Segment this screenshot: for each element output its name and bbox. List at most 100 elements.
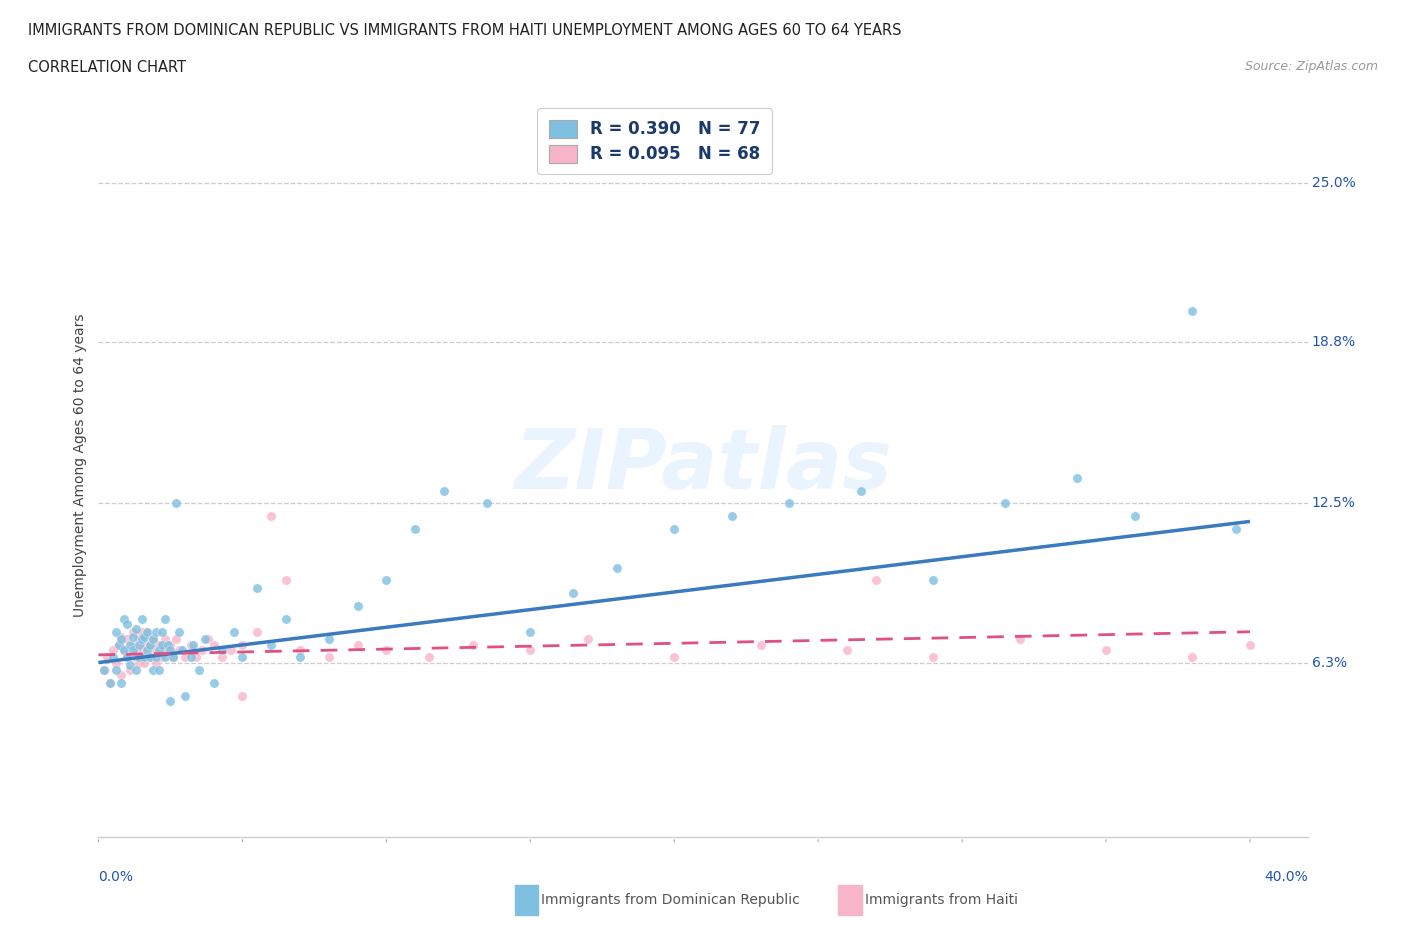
Point <box>98 675 121 690</box>
Point <box>145 650 167 665</box>
Point <box>122 637 145 652</box>
Point <box>112 612 135 627</box>
Text: 40.0%: 40.0% <box>1264 870 1308 884</box>
Point <box>778 496 800 511</box>
Text: 0.0%: 0.0% <box>98 870 134 884</box>
Point <box>461 637 484 652</box>
Point <box>96 650 118 665</box>
Point <box>128 632 150 647</box>
Point <box>125 663 148 678</box>
Point <box>145 643 167 658</box>
Point <box>136 624 159 639</box>
Point <box>153 650 176 665</box>
Point <box>418 650 440 665</box>
Point <box>165 632 187 647</box>
Point <box>159 643 181 658</box>
Point <box>101 650 124 665</box>
Text: ZIPatlas: ZIPatlas <box>515 424 891 506</box>
Point <box>835 643 858 658</box>
Point <box>318 650 340 665</box>
Point <box>128 655 150 670</box>
Point <box>865 573 887 588</box>
Point <box>125 650 148 665</box>
Point <box>173 688 195 703</box>
Point <box>180 650 202 665</box>
Point <box>142 632 165 647</box>
Text: Source: ZipAtlas.com: Source: ZipAtlas.com <box>1244 60 1378 73</box>
Text: CORRELATION CHART: CORRELATION CHART <box>28 60 186 75</box>
Point <box>134 637 156 652</box>
Point <box>104 663 127 678</box>
Point <box>173 650 195 665</box>
Point <box>115 650 138 665</box>
Point <box>142 663 165 678</box>
Point <box>994 496 1017 511</box>
Point <box>136 643 159 658</box>
Point <box>110 668 132 683</box>
Point <box>139 650 162 665</box>
Point <box>576 632 599 647</box>
Point <box>120 637 142 652</box>
Point <box>606 560 628 575</box>
Point <box>664 650 686 665</box>
Point <box>131 624 153 639</box>
Point <box>1123 509 1146 524</box>
Point <box>720 509 742 524</box>
Y-axis label: Unemployment Among Ages 60 to 64 years: Unemployment Among Ages 60 to 64 years <box>73 313 87 617</box>
Text: 25.0%: 25.0% <box>1312 176 1355 190</box>
Point <box>139 637 162 652</box>
Point <box>211 650 233 665</box>
Point <box>156 643 179 658</box>
Point <box>115 617 138 631</box>
Point <box>346 599 368 614</box>
Point <box>851 484 873 498</box>
Point <box>93 663 115 678</box>
Point <box>107 637 129 652</box>
Point <box>1066 471 1088 485</box>
Point <box>104 655 127 670</box>
Point <box>375 573 398 588</box>
Point <box>260 509 283 524</box>
Point <box>159 637 181 652</box>
Point <box>120 658 142 672</box>
Point <box>274 573 297 588</box>
Point <box>1181 303 1204 318</box>
Point <box>162 650 184 665</box>
Point <box>1239 637 1261 652</box>
Point <box>139 650 162 665</box>
Point <box>231 637 253 652</box>
Point <box>153 612 176 627</box>
Point <box>167 643 190 658</box>
Point <box>167 624 190 639</box>
Point <box>150 624 173 639</box>
Point <box>188 663 211 678</box>
Text: 6.3%: 6.3% <box>1312 656 1347 670</box>
Point <box>148 663 170 678</box>
Point <box>125 643 148 658</box>
Text: IMMIGRANTS FROM DOMINICAN REPUBLIC VS IMMIGRANTS FROM HAITI UNEMPLOYMENT AMONG A: IMMIGRANTS FROM DOMINICAN REPUBLIC VS IM… <box>28 23 901 38</box>
Point <box>125 622 148 637</box>
Point <box>145 655 167 670</box>
Point <box>404 522 426 537</box>
Point <box>191 643 214 658</box>
Point <box>150 643 173 658</box>
Point <box>136 624 159 639</box>
Text: Immigrants from Dominican Republic: Immigrants from Dominican Republic <box>541 893 800 908</box>
Point <box>153 632 176 647</box>
Point <box>519 643 541 658</box>
Point <box>115 650 138 665</box>
Point <box>202 675 225 690</box>
Point <box>122 643 145 658</box>
Point <box>1181 650 1204 665</box>
Point <box>131 643 153 658</box>
Point <box>128 637 150 652</box>
Point <box>134 655 156 670</box>
Point <box>170 643 193 658</box>
Text: 12.5%: 12.5% <box>1312 497 1355 511</box>
Point <box>150 637 173 652</box>
Point <box>231 650 253 665</box>
Point <box>134 650 156 665</box>
Point <box>375 643 398 658</box>
Point <box>93 663 115 678</box>
Point <box>115 632 138 647</box>
